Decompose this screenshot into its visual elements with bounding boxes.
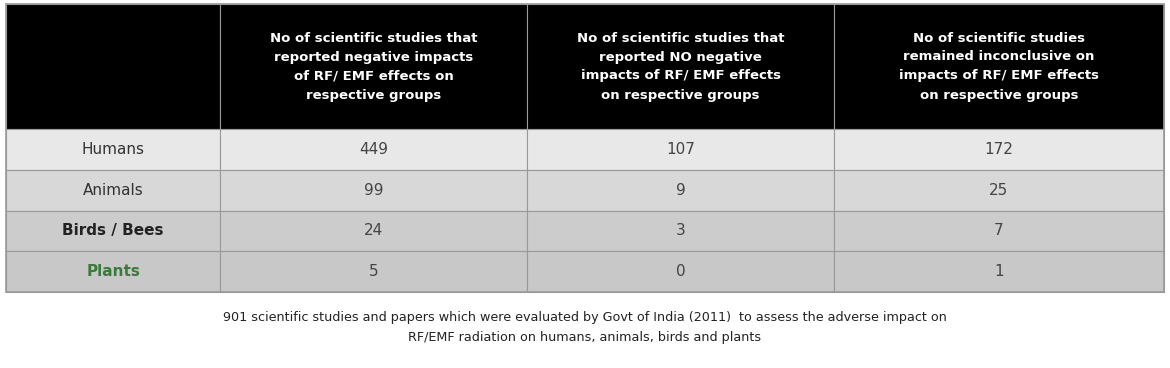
Text: No of scientific studies that
reported NO negative
impacts of RF/ EMF effects
on: No of scientific studies that reported N… [577, 32, 784, 102]
Text: 0: 0 [676, 264, 686, 279]
Bar [6, 292, 1164, 364]
Bar [220, 129, 528, 170]
Text: 172: 172 [984, 142, 1013, 157]
Text: 7: 7 [994, 223, 1004, 238]
Text: 3: 3 [675, 223, 686, 238]
Bar [6, 4, 1164, 292]
Bar [6, 210, 220, 251]
Bar [6, 251, 220, 292]
Text: No of scientific studies that
reported negative impacts
of RF/ EMF effects on
re: No of scientific studies that reported n… [270, 32, 477, 102]
Text: 1: 1 [994, 264, 1004, 279]
Text: Plants: Plants [87, 264, 140, 279]
Bar [528, 210, 834, 251]
Text: 24: 24 [364, 223, 384, 238]
Text: 107: 107 [666, 142, 695, 157]
Text: 449: 449 [359, 142, 388, 157]
Bar [528, 251, 834, 292]
Bar [834, 170, 1164, 210]
Text: Humans: Humans [82, 142, 145, 157]
Text: 5: 5 [369, 264, 378, 279]
Text: 25: 25 [990, 183, 1009, 198]
Bar [834, 251, 1164, 292]
Text: 901 scientific studies and papers which were evaluated by Govt of India (2011)  : 901 scientific studies and papers which … [223, 311, 947, 344]
Text: Birds / Bees: Birds / Bees [62, 223, 164, 238]
Text: 99: 99 [364, 183, 384, 198]
Bar [528, 129, 834, 170]
Text: Animals: Animals [83, 183, 144, 198]
Text: No of scientific studies
remained inconclusive on
impacts of RF/ EMF effects
on : No of scientific studies remained inconc… [899, 32, 1099, 102]
Bar [6, 129, 220, 170]
Bar [6, 4, 220, 129]
Bar [528, 4, 834, 129]
Bar [834, 129, 1164, 170]
Bar [220, 251, 528, 292]
Bar [220, 170, 528, 210]
Bar [6, 170, 220, 210]
Bar [220, 210, 528, 251]
Bar [528, 170, 834, 210]
Text: 9: 9 [675, 183, 686, 198]
Bar [834, 4, 1164, 129]
Bar [220, 4, 528, 129]
Bar [834, 210, 1164, 251]
